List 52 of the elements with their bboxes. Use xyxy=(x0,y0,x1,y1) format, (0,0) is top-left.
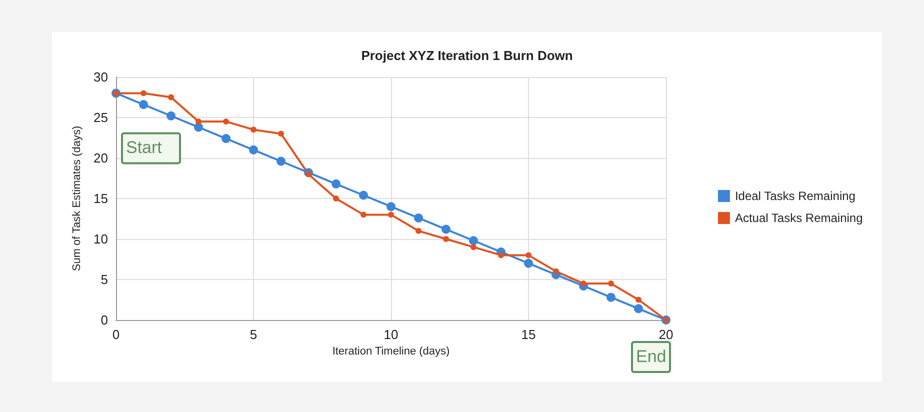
y-tick-label: 25 xyxy=(94,110,108,125)
y-tick-label: 30 xyxy=(94,70,108,84)
point xyxy=(222,134,230,144)
point xyxy=(553,268,559,274)
y-tick-label: 15 xyxy=(94,191,108,206)
annotation: End xyxy=(636,347,666,366)
point xyxy=(276,156,286,166)
point xyxy=(443,236,449,242)
point xyxy=(469,236,478,246)
point xyxy=(359,190,368,200)
point xyxy=(526,252,532,258)
point xyxy=(223,118,229,125)
point xyxy=(414,213,423,222)
point xyxy=(388,212,394,218)
y-axis-title: Sum of Task Estimates (days) xyxy=(71,126,84,272)
chart-title: Project XYZ Iteration 1 Burn Down xyxy=(361,48,573,63)
x-tick-label: 0 xyxy=(112,327,120,342)
point xyxy=(168,94,174,100)
legend-label: Actual Tasks Remaining xyxy=(734,211,863,225)
point xyxy=(442,224,450,234)
y-tick-label: 0 xyxy=(100,312,108,328)
point xyxy=(278,130,284,137)
point xyxy=(634,304,643,314)
point xyxy=(249,145,258,154)
annotation: Start xyxy=(126,138,162,158)
point xyxy=(196,118,202,125)
point xyxy=(139,100,148,110)
point xyxy=(608,280,614,287)
x-tick-label: 20 xyxy=(658,327,674,342)
y-tick-label: 20 xyxy=(94,150,108,166)
point xyxy=(306,171,312,178)
point xyxy=(470,244,476,250)
point xyxy=(333,196,339,202)
point xyxy=(166,111,176,120)
x-tick-label: 10 xyxy=(384,327,398,342)
x-tick-label: 5 xyxy=(250,327,258,342)
x-tick-label: 15 xyxy=(521,327,536,342)
point xyxy=(140,90,146,96)
x-axis-title: Iteration Timeline (days) xyxy=(332,345,450,358)
legend-label: Ideal Tasks Remaining xyxy=(734,189,856,203)
point xyxy=(386,202,396,212)
point xyxy=(250,126,256,133)
y-tick-label: 5 xyxy=(100,272,108,287)
point xyxy=(606,292,616,302)
point xyxy=(332,179,340,188)
point xyxy=(580,280,586,287)
y-tick-label: 10 xyxy=(94,232,108,246)
point xyxy=(360,212,366,218)
point xyxy=(636,296,642,303)
point xyxy=(524,258,533,268)
point xyxy=(498,252,504,258)
point xyxy=(416,228,422,234)
